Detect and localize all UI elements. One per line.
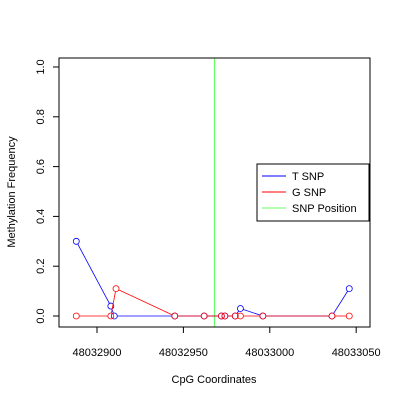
series-1-point <box>259 312 267 320</box>
series-1-point <box>345 312 353 320</box>
plot-frame <box>58 57 371 328</box>
legend-label-t-snp: T SNP <box>292 171 324 183</box>
series-1-segment <box>118 289 173 316</box>
plot-marks <box>72 58 353 327</box>
y-tick-label: 1.0 <box>35 59 47 74</box>
x-tick-label: 48033000 <box>245 347 294 359</box>
series-0-segment <box>236 310 240 314</box>
y-tick-label: 0.8 <box>35 109 47 124</box>
x-tick-label: 48032900 <box>73 347 122 359</box>
series-1-point <box>72 312 80 320</box>
series-1-point <box>171 312 179 320</box>
series-0-point <box>237 305 244 312</box>
series-1-segment <box>110 291 116 314</box>
series-0-segment <box>77 243 110 304</box>
series-0-point <box>110 312 118 320</box>
series-0-point <box>72 237 80 245</box>
x-tick-label: 48033050 <box>332 347 381 359</box>
axes: 48032900 48032950 48033000 48033050 0.0 0.2 0.… <box>35 59 381 359</box>
legend-label-g-snp: G SNP <box>292 187 326 199</box>
x-axis-label: CpG Coordinates <box>172 374 257 386</box>
y-tick-label: 0.0 <box>35 308 47 323</box>
series-1-point <box>218 312 225 320</box>
legend: T SNP G SNP SNP Position <box>256 163 370 222</box>
series-1-point <box>328 312 336 320</box>
legend-label-snp-position: SNP Position <box>292 203 357 215</box>
y-axis-label: Methylation Frequency <box>6 136 18 248</box>
series-0-point <box>107 302 115 310</box>
y-tick-label: 0.6 <box>35 159 47 174</box>
series-0-segment <box>333 290 349 314</box>
x-tick-label: 48032950 <box>159 347 208 359</box>
series-0-segment <box>243 309 261 316</box>
series-0-point <box>345 285 353 293</box>
series-1-point <box>200 312 208 320</box>
series-1-point <box>112 285 120 293</box>
series-1-point <box>107 312 115 320</box>
y-tick-label: 0.4 <box>35 209 47 224</box>
y-tick-label: 0.2 <box>35 259 47 274</box>
series-1-point <box>237 312 244 320</box>
series-1-point <box>231 312 239 320</box>
series-1-point <box>221 312 229 320</box>
